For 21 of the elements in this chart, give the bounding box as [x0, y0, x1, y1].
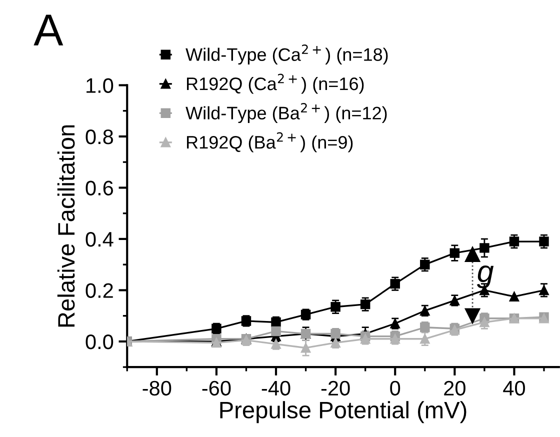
y-tick-label: 0.6 — [86, 180, 114, 196]
y-tick-label: 0.8 — [86, 129, 114, 144]
x-axis-title: Prepulse Potential (mV) — [220, 401, 466, 424]
legend-label: Wild-Type (Ca$^{2+}$) (n=18) — [186, 44, 388, 65]
y-tick-label: 0.2 — [86, 283, 113, 298]
y-tick-label: 0.4 — [86, 232, 114, 247]
x-tick-label: -20 — [321, 380, 350, 396]
legend-label: R192Q (Ba$^{2+}$) (n=9) — [187, 132, 353, 152]
x-tick-label: 0 — [390, 380, 400, 396]
annotation: g — [476, 266, 494, 288]
y-tick-label: 0.0 — [86, 334, 114, 350]
legend-label: R192Q (Ca$^{2+}$) (n=16) — [187, 74, 364, 94]
x-tick-label: 40 — [503, 380, 525, 396]
x-tick-label: -60 — [202, 380, 231, 396]
x-tick-label: -40 — [262, 380, 290, 396]
x-tick-label: -80 — [142, 380, 172, 396]
legend-label: Wild-Type (Ba$^{2+}$) (n=12) — [186, 103, 387, 124]
y-axis-title: Relative Facilitation — [57, 125, 75, 327]
text: A — [34, 14, 64, 46]
x-tick-label: 20 — [444, 380, 466, 396]
y-tick-label: 1.0 — [86, 78, 114, 93]
